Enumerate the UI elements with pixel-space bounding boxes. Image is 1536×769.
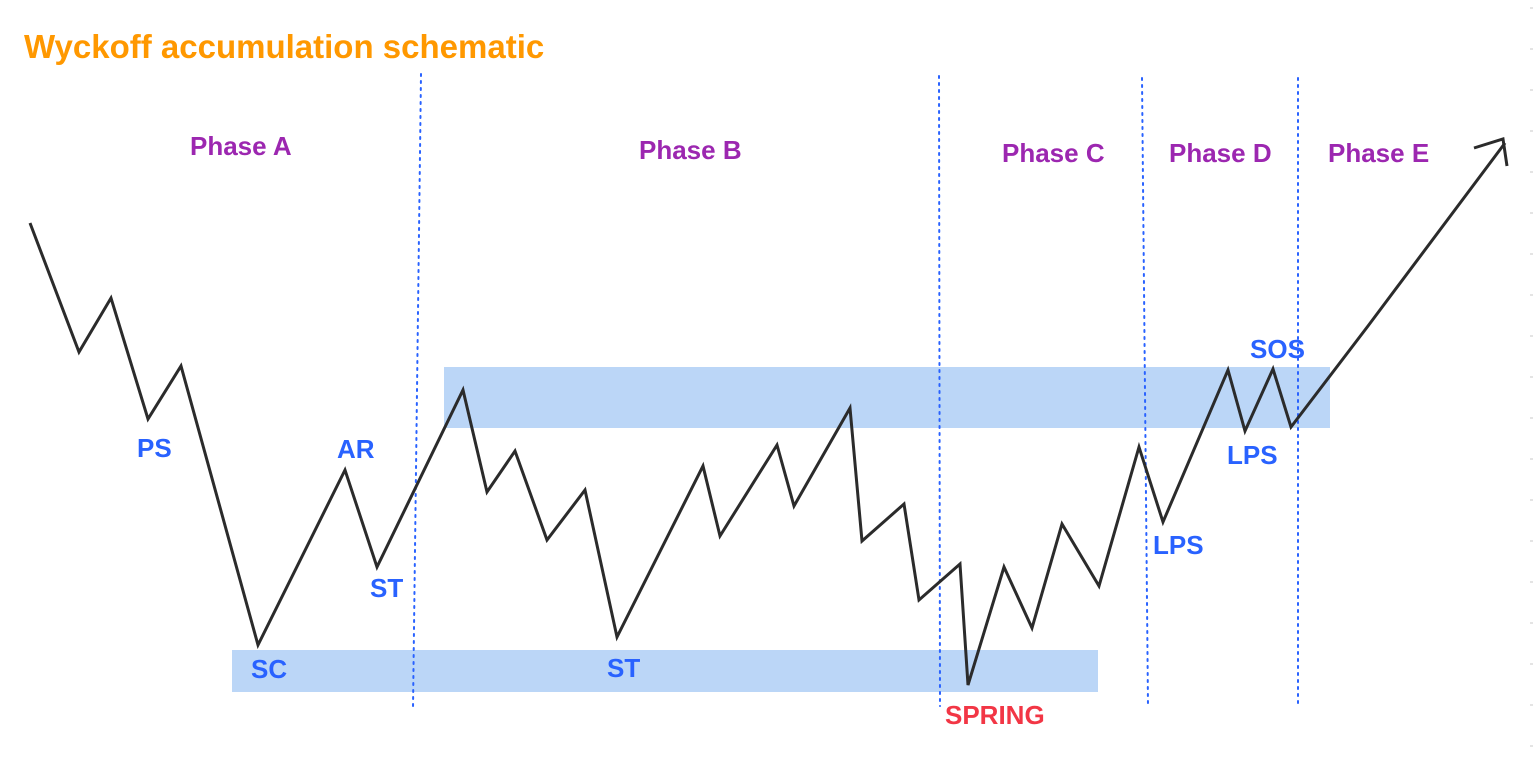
phase-label-c: Phase C: [1002, 138, 1105, 168]
event-label-sos: SOS: [1250, 334, 1305, 364]
event-label-ps: PS: [137, 433, 172, 463]
phase-divider-bc: [938, 75, 941, 707]
chart-title: Wyckoff accumulation schematic: [24, 28, 544, 65]
phase-label-d: Phase D: [1169, 138, 1272, 168]
event-label-lps-1: LPS: [1153, 530, 1204, 560]
arrow-head-icon: [1473, 137, 1509, 167]
event-label-spring: SPRING: [945, 700, 1045, 730]
phase-divider-ab: [412, 73, 422, 709]
event-label-ar: AR: [337, 434, 375, 464]
price-axis-ticks: [1530, 7, 1533, 747]
event-label-lps-2: LPS: [1227, 440, 1278, 470]
event-label-st-2: ST: [607, 653, 640, 683]
resistance-zone: [444, 367, 1330, 428]
event-label-sc: SC: [251, 654, 287, 684]
phase-divider-cd: [1141, 77, 1149, 707]
support-zone: [232, 650, 1098, 692]
phase-label-a: Phase A: [190, 131, 292, 161]
phase-label-e: Phase E: [1328, 138, 1429, 168]
price-path: [28, 142, 1507, 686]
phase-label-b: Phase B: [639, 135, 742, 165]
event-label-st-1: ST: [370, 573, 403, 603]
